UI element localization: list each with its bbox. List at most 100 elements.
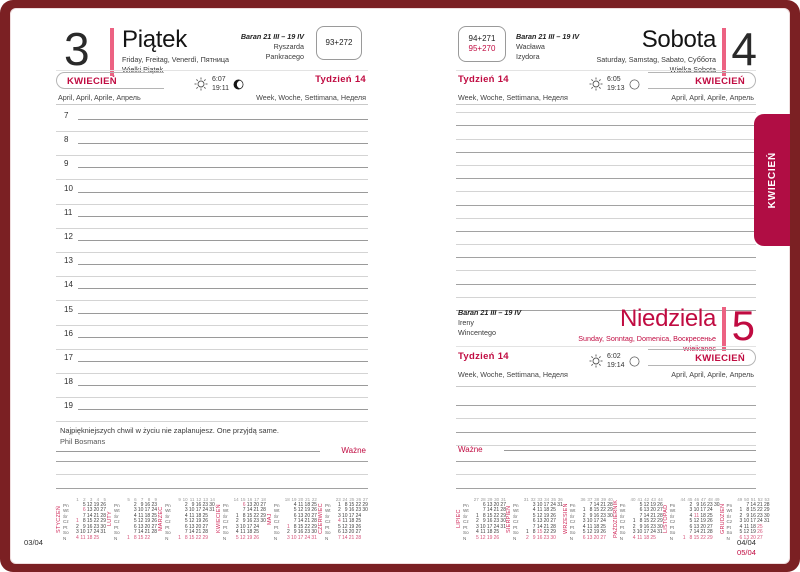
subheader-topline-saturday [456, 70, 756, 71]
day-name-sunday: Niedziela [619, 305, 716, 332]
calendar-cell: 44 [657, 497, 663, 502]
weekday-label: Wt [512, 508, 519, 513]
weekday-label: Śr [222, 513, 228, 519]
calendar-cell: 21 [195, 529, 202, 535]
ruled-line [456, 206, 756, 219]
page-number-sunday: 05/04 [736, 548, 756, 558]
hour-row-13: 13 [56, 253, 368, 278]
calendar-cell: 14 [643, 512, 650, 519]
calendar-cell: 8 [82, 518, 86, 524]
calendar-cell: 4 [133, 512, 137, 519]
mini-calendar-row: N 1 8 15 22 29 [670, 534, 720, 542]
subheader-separator-left [56, 104, 368, 105]
mini-calendar-row: Pn 6 13 20 27 [463, 502, 506, 509]
zodiac-sunday: Baran 21 III – 19 IV [458, 308, 522, 317]
calendar-cell: 27 [260, 501, 266, 508]
mini-calendar-row: Pn 2 9 16 23 30 [670, 501, 720, 509]
calendar-cell: 12 [341, 523, 348, 530]
calendar-cell: 8 [639, 518, 643, 524]
calendar-cell: 23 [304, 529, 311, 535]
calendar-cell: 31 [209, 507, 215, 513]
hour-label: 12 [64, 231, 73, 241]
month-tab-kwiecien: KWIECIEŃ [754, 114, 790, 246]
calendar-cell: 21 [600, 501, 606, 508]
week-numbers-row: 18 19 20 21 22 [274, 497, 317, 503]
calendar-cell: 40 [630, 497, 636, 502]
mini-calendars-left: STYCZEŃ 1 2 3 4 5 Pn 5 12 19 26 Wt 6 13 20 27 Śr 7 14 21 28 C… [56, 497, 368, 541]
calendar-cell: 11 [298, 501, 304, 508]
hour-line [78, 239, 368, 241]
calendar-cell: 26 [657, 501, 663, 508]
calendar-cell: 23 [93, 523, 100, 530]
mini-calendar-row: N 5 12 19 26 [463, 535, 506, 542]
calendar-cell: 27 [757, 534, 763, 541]
calendar-cell: 22 [311, 497, 317, 502]
calendar-cell: 2 [632, 523, 636, 530]
calendar-cell: 52 [757, 497, 763, 502]
week-label-friday: Tydzień 14 [315, 74, 366, 85]
mini-calendar-row: So 4 11 18 25 [223, 529, 266, 536]
day-translations-saturday: Saturday, Samstag, Sabato, Суббота [596, 55, 716, 64]
mini-calendar-row: Śr 1 8 15 22 29 [222, 512, 266, 520]
calendar-cell: 12 [188, 518, 195, 524]
calendar-cell: 5 [235, 534, 239, 541]
calendar-cell: 10 [536, 501, 543, 508]
calendar-cell: 29 [707, 534, 713, 541]
calendar-cell: 18 [700, 512, 706, 519]
calendar-cell: 27 [355, 529, 362, 535]
calendar-cell: 17 [543, 501, 550, 508]
calendar-cell: 38 [594, 497, 600, 502]
calendar-cell: 11 [138, 512, 144, 519]
calendar-cell: 13 [643, 507, 650, 513]
mini-calendar-row: Pt 5 12 19 26 [325, 523, 368, 531]
sunrise-friday: 6:07 [212, 76, 226, 83]
day-holiday-saturday: Wielka Sobota [669, 65, 716, 74]
calendar-cell: 26 [253, 534, 260, 541]
mini-calendar-lipiec: LIPIEC 27 28 29 30 31 Pn 6 13 20 27 Wt 7 14 21 28 Śr 1 8 15… [456, 497, 506, 541]
weekday-label: So [273, 530, 280, 535]
calendar-cell: 29 [763, 507, 770, 513]
calendar-cell: 26 [707, 518, 713, 524]
calendar-cell: 24 [151, 507, 158, 513]
calendar-cell: 20 [195, 523, 202, 530]
calendar-cell: 46 [694, 497, 700, 502]
mini-calendar-row: Pt 4 11 18 25 [726, 524, 770, 531]
calendar-cell: 5 [127, 497, 130, 502]
weekday-label: Pt [114, 524, 119, 530]
ruled-line [456, 393, 756, 407]
calendar-cell: 3 [76, 529, 79, 535]
moon-phase-icon [629, 356, 640, 367]
calendar-cell: 36 [557, 497, 563, 502]
half-hour-line [56, 227, 368, 229]
hour-line [78, 264, 368, 266]
weekday-label: Pt [726, 524, 731, 530]
sunset-friday: 19:11 [212, 85, 229, 93]
calendar-cell: 19 [750, 529, 756, 535]
calendar-cell: 2 [689, 501, 693, 508]
weekday-label: Pt [222, 524, 228, 530]
weekday-label: N [114, 535, 118, 541]
calendar-cell: 23 [335, 497, 341, 502]
calendar-cell: 23 [355, 507, 362, 513]
calendar-cell: 3 [89, 497, 93, 502]
calendar-cell: 15 [246, 512, 253, 519]
calendar-cell: 40 [607, 497, 613, 502]
week-numbers-row: 9 10 11 12 13 14 [165, 497, 215, 503]
weekday-label: Śr [273, 513, 279, 519]
calendar-cell: 19 [650, 501, 656, 508]
weekday-label: Pt [569, 524, 575, 530]
week-label-saturday: Tydzień 14 [458, 74, 509, 85]
half-hour-line [56, 203, 368, 205]
sun-icon [589, 77, 603, 91]
hour-line [78, 409, 368, 411]
calendar-cell: 26 [356, 497, 362, 502]
saturday-lines [456, 100, 756, 311]
calendar-cell: 25 [550, 507, 556, 513]
mini-calendar-month-name: CZERWIEC [317, 503, 324, 535]
calendar-cell: 8 [589, 507, 593, 513]
calendar-cell: 21 [493, 507, 500, 513]
calendar-cell: 16 [486, 518, 493, 524]
calendar-cell: 47 [700, 497, 706, 502]
zodiac-friday: Baran 21 III – 19 IV [240, 32, 304, 41]
